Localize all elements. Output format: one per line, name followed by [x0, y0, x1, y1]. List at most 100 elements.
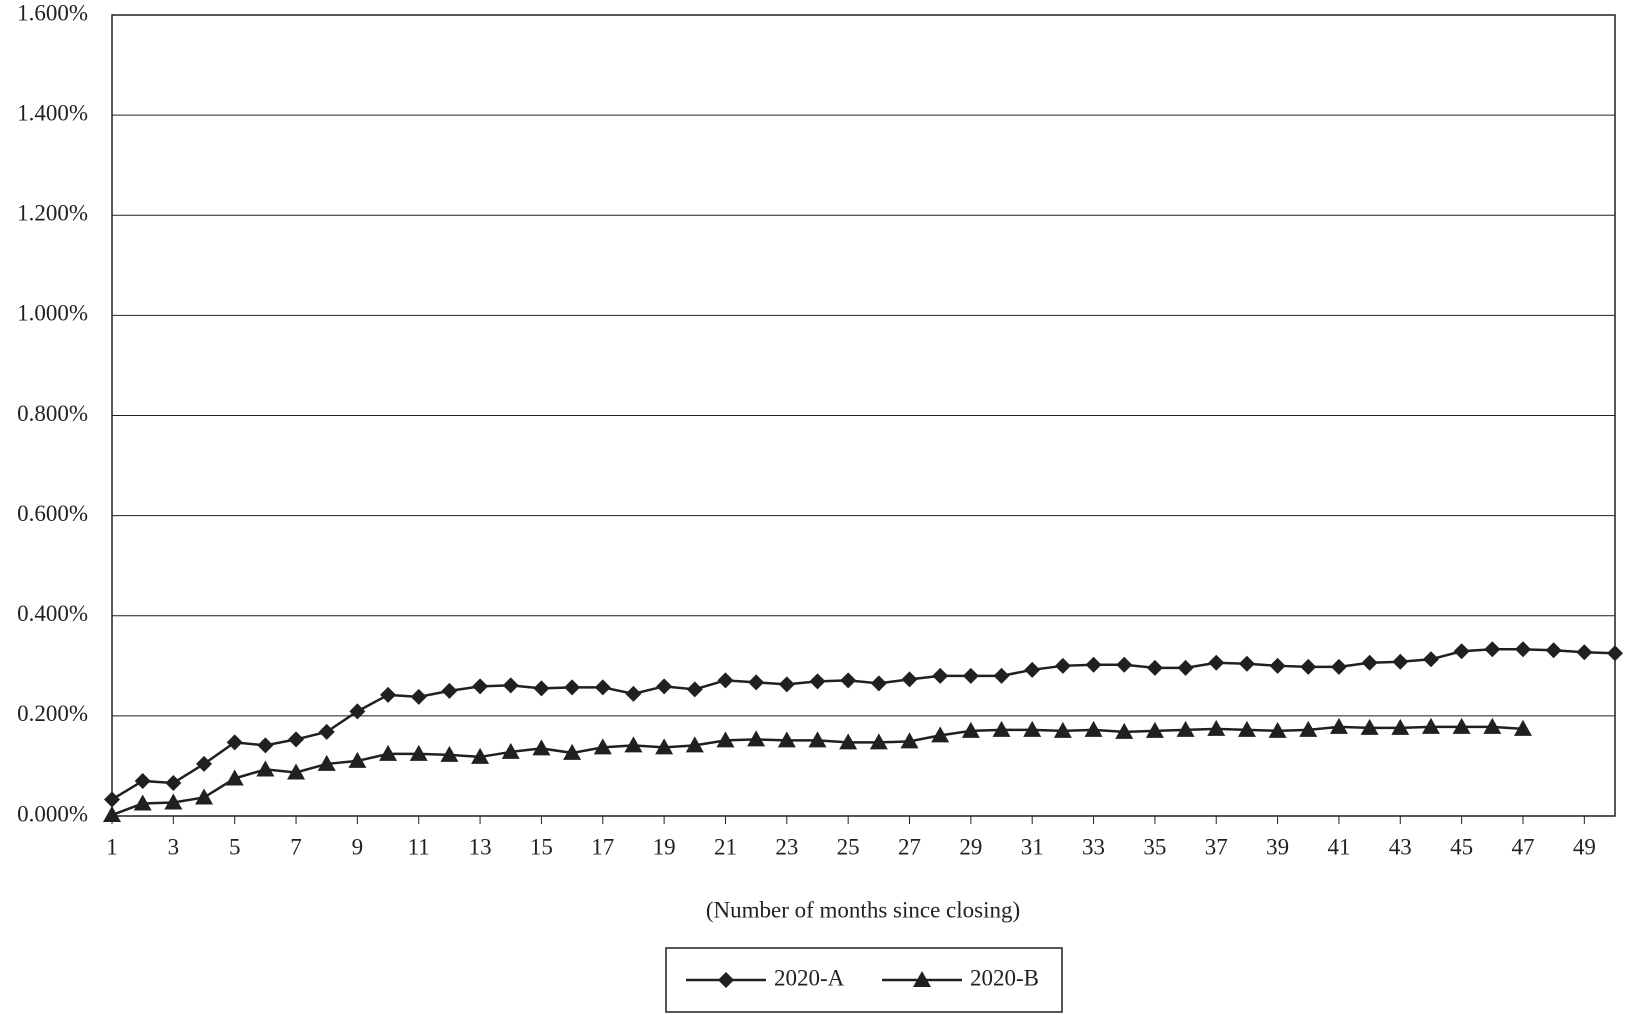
y-tick-label: 1.200%: [17, 201, 88, 226]
marker: [472, 678, 489, 695]
marker: [1269, 657, 1286, 674]
marker: [1513, 719, 1532, 736]
marker: [380, 686, 397, 703]
marker: [440, 745, 459, 762]
marker: [1391, 718, 1410, 735]
marker: [501, 742, 520, 759]
x-tick-label: 3: [168, 834, 180, 859]
marker: [1177, 659, 1194, 676]
y-tick-label: 0.000%: [17, 801, 88, 826]
legend-label: 2020-B: [970, 965, 1039, 990]
marker: [961, 721, 980, 738]
marker: [133, 794, 152, 811]
marker: [717, 672, 734, 689]
marker: [1421, 717, 1440, 734]
marker: [1483, 717, 1502, 734]
y-tick-label: 0.200%: [17, 701, 88, 726]
marker: [931, 726, 950, 743]
x-tick-label: 19: [653, 834, 676, 859]
marker: [748, 674, 765, 691]
marker: [104, 791, 120, 808]
marker: [410, 688, 427, 705]
marker: [349, 703, 366, 720]
marker: [1514, 641, 1531, 658]
marker: [716, 731, 735, 748]
marker: [1545, 642, 1562, 659]
marker: [932, 667, 949, 684]
marker: [226, 734, 243, 751]
marker: [196, 755, 213, 772]
marker: [563, 743, 582, 760]
marker: [656, 678, 673, 695]
marker: [1329, 717, 1348, 734]
y-tick-label: 0.400%: [17, 601, 88, 626]
marker: [900, 732, 919, 749]
x-tick-label: 1: [106, 834, 118, 859]
x-tick-label: 41: [1327, 834, 1350, 859]
marker: [318, 723, 335, 740]
x-tick-label: 15: [530, 834, 553, 859]
marker: [1453, 643, 1470, 660]
marker: [1484, 641, 1501, 658]
x-tick-label: 13: [469, 834, 492, 859]
marker: [992, 720, 1011, 737]
legend-label: 2020-A: [774, 965, 845, 990]
marker: [624, 736, 643, 753]
marker: [348, 751, 367, 768]
x-tick-label: 43: [1389, 834, 1412, 859]
marker: [685, 736, 704, 753]
marker: [913, 971, 931, 987]
y-tick-label: 0.800%: [17, 401, 88, 426]
marker: [1300, 658, 1317, 675]
marker: [409, 744, 428, 761]
marker: [1361, 654, 1378, 671]
marker: [1422, 651, 1439, 668]
marker: [1392, 653, 1409, 670]
marker: [533, 680, 550, 697]
marker: [1237, 720, 1256, 737]
marker: [625, 685, 642, 702]
marker: [1268, 721, 1287, 738]
marker: [1084, 720, 1103, 737]
marker: [870, 675, 887, 692]
x-tick-label: 29: [959, 834, 982, 859]
x-tick-label: 49: [1573, 834, 1596, 859]
series-line: [111, 648, 1616, 801]
marker: [1053, 721, 1072, 738]
marker: [593, 738, 612, 755]
y-tick-label: 1.400%: [17, 100, 88, 125]
marker: [564, 679, 581, 696]
marker: [718, 972, 734, 988]
marker: [1238, 655, 1255, 672]
marker: [165, 774, 182, 791]
marker: [1023, 720, 1042, 737]
x-tick-label: 27: [898, 834, 921, 859]
marker: [869, 733, 888, 750]
marker: [1576, 644, 1593, 661]
marker: [808, 731, 827, 748]
x-tick-label: 37: [1205, 834, 1228, 859]
marker: [1145, 721, 1164, 738]
marker: [134, 772, 151, 789]
y-tick-label: 1.000%: [17, 301, 88, 326]
marker: [195, 788, 214, 805]
marker: [1176, 720, 1195, 737]
x-tick-label: 23: [775, 834, 798, 859]
x-tick-label: 31: [1021, 834, 1044, 859]
marker: [317, 754, 336, 771]
y-tick-label: 0.600%: [17, 501, 88, 526]
marker: [1116, 656, 1133, 673]
marker: [1054, 657, 1071, 674]
marker: [225, 769, 244, 786]
x-tick-label: 7: [290, 834, 302, 859]
marker: [1207, 719, 1226, 736]
marker: [901, 671, 918, 688]
marker: [594, 679, 611, 696]
marker: [1452, 717, 1471, 734]
x-axis-label: (Number of months since closing): [706, 897, 1020, 922]
x-tick-label: 45: [1450, 834, 1473, 859]
marker: [993, 667, 1010, 684]
marker: [809, 673, 826, 690]
x-tick-label: 11: [408, 834, 430, 859]
